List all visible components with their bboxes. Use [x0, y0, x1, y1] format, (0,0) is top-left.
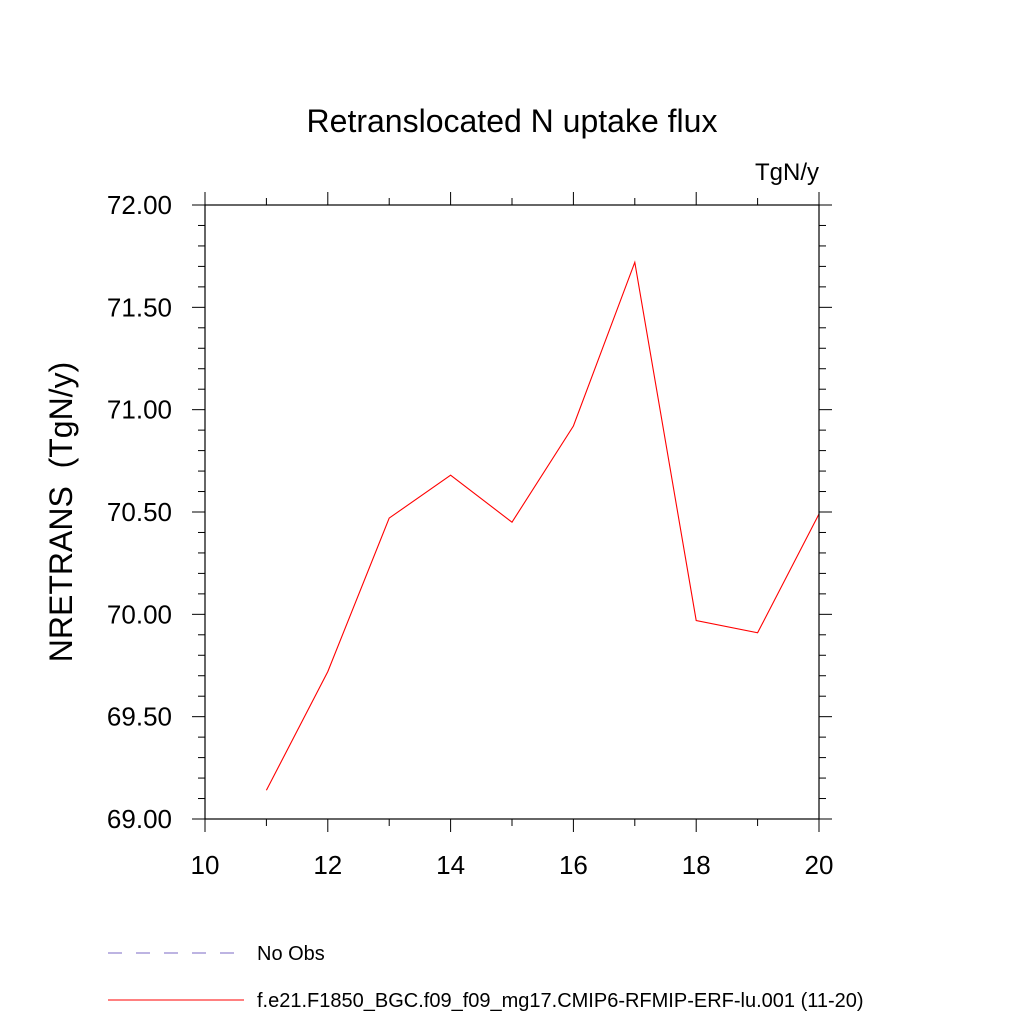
x-tick-label: 16 — [559, 850, 588, 880]
tick-labels: 10 12 14 16 18 20 69.00 69.50 70.00 70.50 71.00 71.… — [107, 190, 834, 880]
x-tick-label: 10 — [191, 850, 220, 880]
chart-title: Retranslocated N uptake flux — [307, 103, 718, 139]
y-tick-label: 69.00 — [107, 804, 172, 834]
plot-frame — [204, 204, 820, 820]
series-lines — [265, 260, 820, 791]
units-label: TgN/y — [755, 159, 819, 186]
series-line-0 — [265, 260, 820, 791]
y-tick-label: 70.00 — [107, 599, 172, 629]
legend: No Obs f.e21.F1850_BGC.f09_f09_mg17.CMIP… — [108, 943, 864, 1012]
legend-label-model: f.e21.F1850_BGC.f09_f09_mg17.CMIP6-RFMIP… — [257, 990, 864, 1012]
legend-label-no-obs: No Obs — [257, 943, 325, 965]
x-tick-label: 18 — [682, 850, 711, 880]
x-tick-label: 14 — [436, 850, 465, 880]
y-tick-label: 72.00 — [107, 190, 172, 220]
axis-ticks — [192, 192, 832, 832]
x-tick-label: 12 — [313, 850, 342, 880]
y-tick-label: 69.50 — [107, 702, 172, 732]
x-tick-label: 20 — [805, 850, 834, 880]
y-tick-label: 70.50 — [107, 497, 172, 527]
y-tick-label: 71.00 — [107, 395, 172, 425]
y-axis-label: NRETRANS (TgN/y) — [43, 362, 79, 662]
y-tick-label: 71.50 — [107, 292, 172, 322]
